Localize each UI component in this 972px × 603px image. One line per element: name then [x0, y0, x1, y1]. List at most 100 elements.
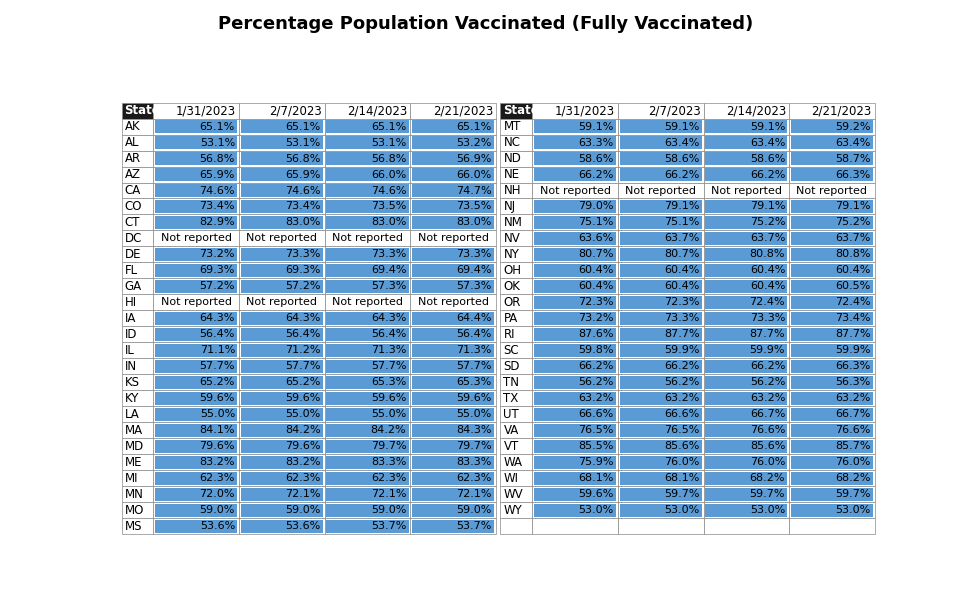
Text: 66.0%: 66.0% — [371, 169, 406, 180]
Bar — [239, 422, 325, 438]
Bar — [156, 152, 237, 165]
Text: OR: OR — [503, 296, 521, 309]
Text: 74.6%: 74.6% — [370, 186, 406, 195]
Text: 80.8%: 80.8% — [835, 250, 871, 259]
Text: IL: IL — [124, 344, 134, 357]
Text: Not reported: Not reported — [160, 297, 231, 308]
Bar — [325, 294, 410, 311]
Text: 83.3%: 83.3% — [371, 458, 406, 467]
Bar — [619, 344, 702, 357]
Text: 73.3%: 73.3% — [285, 250, 321, 259]
Bar — [706, 424, 787, 437]
Bar — [325, 502, 410, 519]
Bar — [706, 200, 787, 213]
Text: 66.2%: 66.2% — [578, 169, 614, 180]
Bar — [327, 216, 408, 229]
Bar — [239, 519, 325, 534]
Bar — [619, 200, 702, 213]
Text: 63.4%: 63.4% — [664, 137, 700, 148]
Text: 83.0%: 83.0% — [285, 218, 321, 227]
Bar — [154, 294, 239, 311]
Bar — [789, 343, 875, 358]
Text: CO: CO — [124, 200, 142, 213]
Bar — [534, 392, 616, 405]
Text: 55.0%: 55.0% — [371, 409, 406, 420]
Text: 80.8%: 80.8% — [749, 250, 785, 259]
Text: 65.9%: 65.9% — [285, 169, 321, 180]
Bar — [789, 422, 875, 438]
Text: Not reported: Not reported — [246, 297, 317, 308]
Bar — [534, 360, 616, 373]
Bar — [239, 119, 325, 134]
Bar — [501, 438, 533, 455]
Text: WV: WV — [503, 488, 523, 501]
Bar — [241, 456, 323, 469]
Bar — [156, 360, 237, 373]
Bar — [327, 248, 408, 261]
Text: 68.2%: 68.2% — [749, 473, 785, 484]
Bar — [154, 183, 239, 198]
Text: OK: OK — [503, 280, 520, 293]
Bar — [156, 408, 237, 421]
Text: NE: NE — [503, 168, 520, 181]
Text: 65.1%: 65.1% — [457, 122, 492, 131]
Text: PA: PA — [503, 312, 518, 325]
Text: 59.9%: 59.9% — [664, 346, 700, 355]
Text: 56.4%: 56.4% — [199, 329, 235, 339]
Bar — [241, 312, 323, 325]
Bar — [501, 103, 533, 119]
Text: 59.0%: 59.0% — [199, 505, 235, 516]
Bar — [533, 279, 618, 294]
Text: 57.7%: 57.7% — [285, 361, 321, 371]
Bar — [704, 215, 789, 230]
Bar — [325, 455, 410, 470]
Bar — [239, 247, 325, 262]
Text: VT: VT — [503, 440, 519, 453]
Bar — [410, 311, 496, 326]
Bar — [791, 424, 873, 437]
Bar — [533, 519, 618, 534]
Bar — [122, 502, 154, 519]
Bar — [412, 488, 494, 501]
Bar — [327, 152, 408, 165]
Bar — [241, 120, 323, 133]
Bar — [156, 344, 237, 357]
Bar — [706, 248, 787, 261]
Bar — [534, 424, 616, 437]
Bar — [122, 358, 154, 374]
Text: 53.6%: 53.6% — [199, 522, 235, 531]
Bar — [122, 374, 154, 390]
Bar — [327, 360, 408, 373]
Bar — [791, 200, 873, 213]
Text: 71.2%: 71.2% — [285, 346, 321, 355]
Bar — [704, 438, 789, 455]
Bar — [241, 360, 323, 373]
Bar — [789, 279, 875, 294]
Bar — [241, 472, 323, 485]
Text: 65.2%: 65.2% — [285, 377, 321, 387]
Text: 69.4%: 69.4% — [457, 265, 492, 276]
Bar — [325, 487, 410, 502]
Bar — [533, 406, 618, 422]
Bar — [327, 520, 408, 533]
Text: 63.4%: 63.4% — [749, 137, 785, 148]
Text: 66.2%: 66.2% — [664, 169, 700, 180]
Bar — [410, 358, 496, 374]
Text: 76.5%: 76.5% — [578, 425, 614, 435]
Bar — [533, 438, 618, 455]
Bar — [239, 279, 325, 294]
Text: 73.4%: 73.4% — [285, 201, 321, 212]
Bar — [501, 455, 533, 470]
Text: 72.0%: 72.0% — [199, 490, 235, 499]
Text: 75.1%: 75.1% — [664, 218, 700, 227]
Text: 76.6%: 76.6% — [749, 425, 785, 435]
Text: 62.3%: 62.3% — [285, 473, 321, 484]
Bar — [619, 392, 702, 405]
Bar — [789, 247, 875, 262]
Text: 84.1%: 84.1% — [199, 425, 235, 435]
Text: 63.7%: 63.7% — [836, 233, 871, 244]
Bar — [325, 406, 410, 422]
Bar — [501, 343, 533, 358]
Text: 60.4%: 60.4% — [578, 282, 614, 291]
Text: 73.5%: 73.5% — [371, 201, 406, 212]
